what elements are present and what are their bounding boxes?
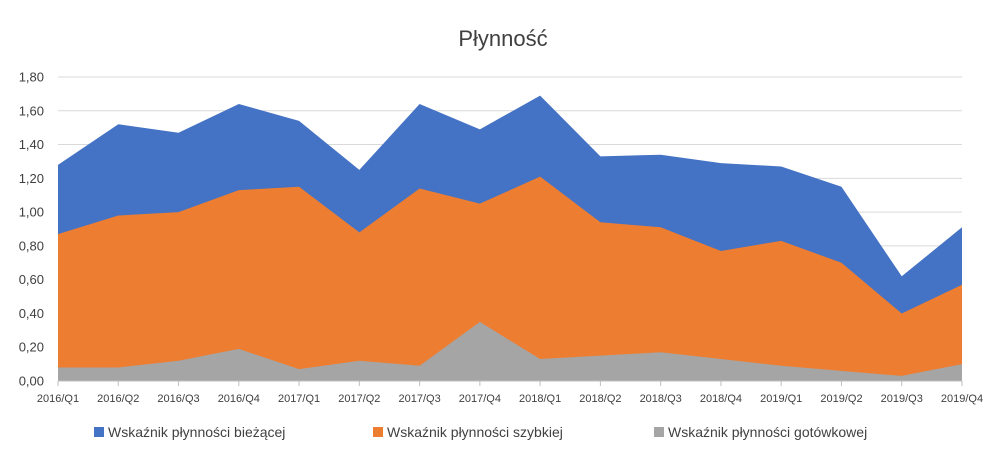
- x-tick-label: 2017/Q4: [459, 393, 501, 405]
- y-tick-label: 1,40: [19, 137, 44, 152]
- x-tick-label: 2018/Q1: [519, 393, 561, 405]
- x-tick-label: 2019/Q4: [941, 393, 983, 405]
- y-tick-label: 0,80: [19, 238, 44, 253]
- y-tick-label: 1,20: [19, 171, 44, 186]
- y-tick-label: 0,00: [19, 374, 44, 389]
- y-tick-label: 0,60: [19, 272, 44, 287]
- x-tick-label: 2019/Q1: [760, 393, 802, 405]
- x-tick-label: 2018/Q3: [640, 393, 682, 405]
- legend-label: Wskaźnik płynności bieżącej: [108, 424, 285, 440]
- legend-swatch: [94, 427, 104, 437]
- x-tick-label: 2018/Q4: [700, 393, 742, 405]
- x-tick-label: 2018/Q2: [579, 393, 621, 405]
- x-tick-label: 2017/Q3: [398, 393, 440, 405]
- legend: Wskaźnik płynności bieżącej Wskaźnik płyn…: [94, 424, 867, 440]
- x-tick-label: 2016/Q1: [37, 393, 79, 405]
- chart-title: Płynność: [458, 26, 547, 51]
- y-tick-label: 0,40: [19, 306, 44, 321]
- legend-swatch: [654, 427, 664, 437]
- plot-areas: [58, 95, 962, 381]
- x-tick-label: 2019/Q3: [881, 393, 923, 405]
- x-tick-label: 2019/Q2: [820, 393, 862, 405]
- x-tick-label: 2017/Q2: [338, 393, 380, 405]
- legend-swatch: [373, 427, 383, 437]
- x-tick-label: 2016/Q2: [97, 393, 139, 405]
- legend-label: Wskaźnik płynności szybkiej: [387, 424, 563, 440]
- y-tick-label: 0,20: [19, 340, 44, 355]
- area-series: [58, 321, 962, 381]
- area-series: [58, 176, 962, 381]
- y-tick-label: 1,80: [19, 70, 44, 85]
- axes: 0,00 0,20 0,40 0,60 0,80 1,00 1,20 1,40 1,60 1,80…: [19, 70, 983, 406]
- x-tick-label: 2016/Q3: [157, 393, 199, 405]
- legend-label: Wskaźnik płynności gotówkowej: [668, 424, 867, 440]
- y-tick-label: 1,60: [19, 103, 44, 118]
- x-tick-label: 2017/Q1: [278, 393, 320, 405]
- x-tick-label: 2016/Q4: [218, 393, 260, 405]
- y-tick-label: 1,00: [19, 205, 44, 220]
